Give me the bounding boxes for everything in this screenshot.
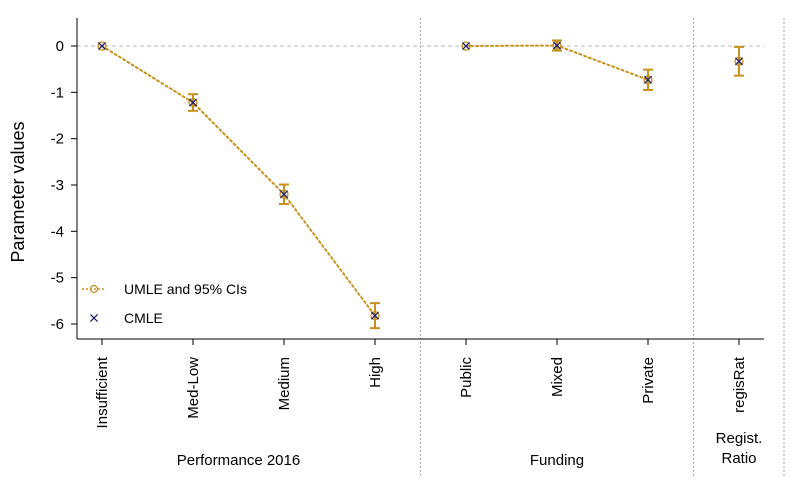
y-tick-label: -1 — [51, 84, 64, 101]
cmle-point — [279, 190, 289, 199]
y-axis-label: Parameter values — [8, 121, 28, 262]
y-tick-label: -6 — [51, 316, 64, 333]
group-label: Ratio — [721, 450, 756, 467]
cmle-x-stroke — [734, 57, 744, 66]
y-tick-label: -5 — [51, 270, 64, 287]
legend-cmle-label: CMLE — [124, 310, 163, 326]
cmle-x-stroke — [461, 41, 471, 51]
umle-point — [461, 41, 471, 51]
x-tick-label: Public — [458, 357, 475, 398]
umle-point — [734, 56, 744, 66]
legend-umle-label: UMLE and 95% CIs — [124, 281, 247, 297]
x-tick-label: High — [367, 357, 384, 388]
umle-point — [643, 75, 653, 85]
cmle-x-stroke — [643, 75, 653, 84]
reference-layer — [77, 18, 785, 476]
group-label: Regist. — [716, 430, 763, 447]
cmle-point — [370, 311, 380, 320]
x-tick-label: Mixed — [549, 357, 566, 397]
x-tick-label: Insufficient — [94, 356, 111, 428]
cmle-x-stroke — [97, 41, 107, 51]
y-tick-label: -2 — [51, 131, 64, 148]
cmle-point — [734, 57, 744, 66]
group-label: Funding — [530, 452, 584, 469]
cmle-point — [461, 41, 471, 51]
y-tick-label: -4 — [51, 223, 64, 240]
cmle-point — [188, 98, 198, 107]
umle-point — [188, 97, 198, 108]
umle-connector-line — [101, 45, 376, 317]
cmle-x-stroke — [279, 190, 289, 199]
y-tick-label: 0 — [56, 38, 64, 55]
cmle-x-stroke — [370, 311, 380, 320]
umle-point — [552, 40, 562, 51]
series-layer — [97, 39, 744, 330]
x-tick-label: Medium — [276, 357, 293, 410]
legend-umle-marker — [89, 284, 99, 294]
cmle-point — [643, 75, 653, 84]
x-tick-label: regisRat — [731, 356, 748, 413]
umle-point — [97, 41, 107, 51]
x-tick-label: Private — [640, 357, 657, 404]
axes: 0 -1 -2 -3 -4 -5 -6 — [51, 18, 764, 345]
x-tick-label: Med-Low — [185, 357, 202, 419]
group-label: Performance 2016 — [177, 452, 300, 469]
cmle-point — [552, 41, 562, 50]
y-tick-label: -3 — [51, 177, 64, 194]
cmle-x-stroke — [552, 41, 562, 50]
legend: UMLE and 95% CIs CMLE — [82, 281, 247, 326]
category-labels: Insufficient Med-Low Medium High Public Mixed… — [94, 356, 762, 469]
cmle-x-stroke — [188, 98, 198, 107]
legend-cmle-marker — [89, 313, 99, 323]
umle-point — [279, 189, 289, 199]
umle-point — [370, 310, 380, 321]
cmle-point — [97, 41, 107, 51]
